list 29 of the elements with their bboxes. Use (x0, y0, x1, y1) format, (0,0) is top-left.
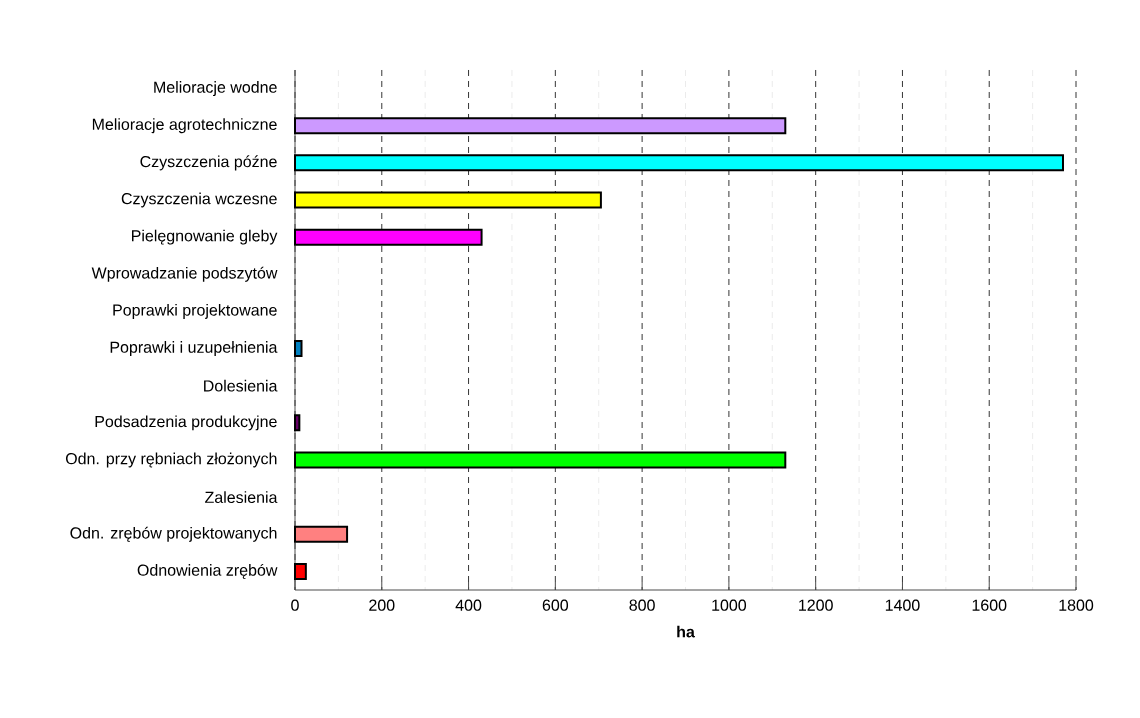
y-tick-label: Czyszczenia późne (140, 155, 277, 171)
x-tick-label: 600 (542, 599, 569, 611)
bar (294, 562, 307, 580)
x-tick-label: 400 (455, 599, 482, 611)
y-tick-label: Dolesienia (204, 379, 278, 392)
y-tick-label: Melioracje wodne (154, 81, 277, 97)
bar (294, 525, 349, 543)
x-axis-title: ha (677, 625, 695, 638)
y-tick-label: Wprowadzanie podszytów (91, 266, 278, 282)
y-tick-label: Pielęgnowanie gleby (132, 229, 278, 245)
x-tick-label: 1200 (799, 599, 833, 611)
x-tick-label: 200 (369, 599, 395, 611)
y-tick-label: Czyszczenia wczesne (121, 192, 277, 208)
y-tick-label: Poprawki i uzupełnienia (110, 341, 278, 357)
x-tick-label: 1000 (712, 599, 747, 611)
x-tick-label: 1400 (885, 599, 920, 611)
x-tick-label: 1600 (972, 599, 1007, 611)
x-tick-label: 1800 (1059, 599, 1094, 611)
x-tick-label: 800 (629, 599, 655, 611)
y-tick-label: Odn. zrębów projektowanych (70, 526, 277, 542)
y-tick-label: Zalesienia (205, 491, 278, 504)
y-tick-label: Podsadzenia produkcyjne (95, 415, 277, 431)
x-tick-label: 0 (291, 599, 299, 611)
y-tick-label: Poprawki projektowane (113, 303, 277, 319)
y-tick-label: Odnowienia zrębów (137, 563, 278, 579)
bar (294, 414, 301, 432)
y-tick-label: Odn. przy rębniach złożonych (65, 452, 277, 468)
y-tick-label: Melioracje agrotechniczne (92, 118, 277, 134)
bar (294, 340, 303, 358)
